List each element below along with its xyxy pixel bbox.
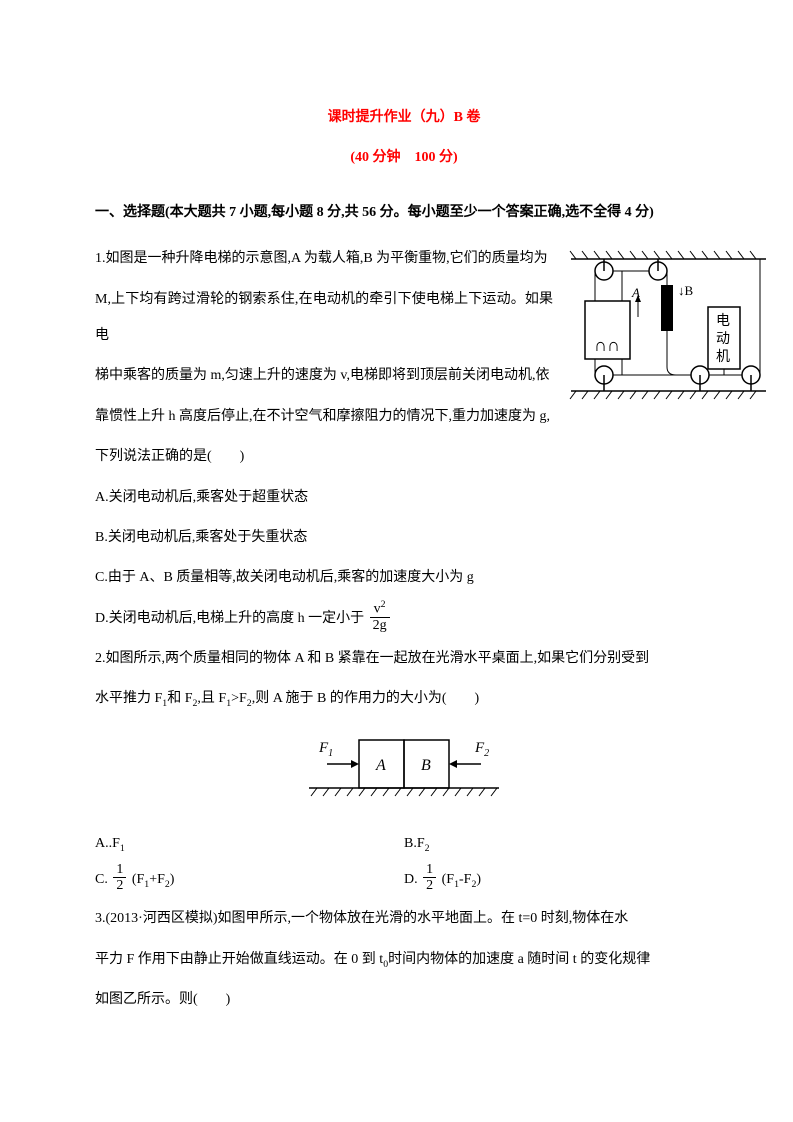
question-2: 2.如图所示,两个质量相同的物体 A 和 B 紧靠在一起放在光滑水平桌面上,如果… bbox=[95, 641, 713, 895]
q3-line3: 如图乙所示。则( ) bbox=[95, 982, 713, 1018]
q3-line1: 3.(2013·河西区模拟)如图甲所示,一个物体放在光滑的水平地面上。在 t=0… bbox=[95, 901, 713, 937]
q2-line1: 2.如图所示,两个质量相同的物体 A 和 B 紧靠在一起放在光滑水平桌面上,如果… bbox=[95, 641, 713, 677]
q1-option-b: B.关闭电动机后,乘客处于失重状态 bbox=[95, 520, 713, 556]
q3-line2: 平力 F 作用下由静止开始做直线运动。在 0 到 t0时间内物体的加速度 a 随… bbox=[95, 942, 713, 978]
q2-line2: 水平推力 F1和 F2,且 F1>F2,则 A 施于 B 的作用力的大小为( ) bbox=[95, 681, 713, 717]
q1-line4: 靠惯性上升 h 高度后停止,在不计空气和摩擦阻力的情况下,重力加速度为 g, bbox=[95, 399, 553, 435]
page-title: 课时提升作业（九）B 卷 bbox=[95, 100, 713, 136]
q1-fig-motor-l3: 机 bbox=[716, 349, 730, 365]
svg-text:F1: F1 bbox=[318, 740, 333, 759]
q1-option-c: C.由于 A、B 质量相等,故关闭电动机后,乘客的加速度大小为 g bbox=[95, 560, 713, 596]
q2-fig-block-b: B bbox=[421, 757, 431, 774]
q2-option-b: B.F2 bbox=[404, 831, 713, 857]
q1-option-d: D.关闭电动机后,电梯上升的高度 h 一定小于 v2 2g bbox=[95, 601, 713, 637]
q2-fig-block-a: A bbox=[375, 757, 386, 774]
q1-fig-motor-l1: 电 bbox=[716, 313, 730, 329]
q1-fig-person-icon: ∩∩ bbox=[594, 335, 620, 355]
q1-fig-motor-l2: 动 bbox=[716, 331, 730, 347]
q1-line1: 1.如图是一种升降电梯的示意图,A 为载人箱,B 为平衡重物,它们的质量均为 bbox=[95, 241, 553, 277]
svg-text:F2: F2 bbox=[474, 740, 489, 759]
q1-fraction: v2 2g bbox=[370, 600, 390, 633]
q1-line2: M,上下均有跨过滑轮的钢索系住,在电动机的牵引下使电梯上下运动。如果电 bbox=[95, 282, 553, 355]
question-1: A ∩∩ ↓B 电 动 机 bbox=[95, 241, 713, 637]
q1-option-d-text: D.关闭电动机后,电梯上升的高度 h 一定小于 bbox=[95, 611, 364, 626]
q1-line5: 下列说法正确的是( ) bbox=[95, 439, 713, 475]
section-1-heading: 一、选择题(本大题共 7 小题,每小题 8 分,共 56 分。每小题至少一个答案… bbox=[95, 195, 713, 231]
q1-figure: A ∩∩ ↓B 电 动 机 bbox=[566, 245, 771, 430]
q1-fig-label-b: ↓B bbox=[678, 283, 694, 298]
q2-figure: A B F1 F2 bbox=[95, 726, 713, 821]
question-3: 3.(2013·河西区模拟)如图甲所示,一个物体放在光滑的水平地面上。在 t=0… bbox=[95, 901, 713, 1018]
q1-option-a: A.关闭电动机后,乘客处于超重状态 bbox=[95, 480, 713, 516]
page-subtitle: (40 分钟 100 分) bbox=[95, 140, 713, 176]
q2-option-d: D. 12 (F1-F2) bbox=[404, 864, 713, 896]
q1-line3: 梯中乘客的质量为 m,匀速上升的速度为 v,电梯即将到顶层前关闭电动机,依 bbox=[95, 358, 553, 394]
q2-option-a: A..F1 bbox=[95, 831, 404, 857]
q2-option-c: C. 12 (F1+F2) bbox=[95, 864, 404, 896]
